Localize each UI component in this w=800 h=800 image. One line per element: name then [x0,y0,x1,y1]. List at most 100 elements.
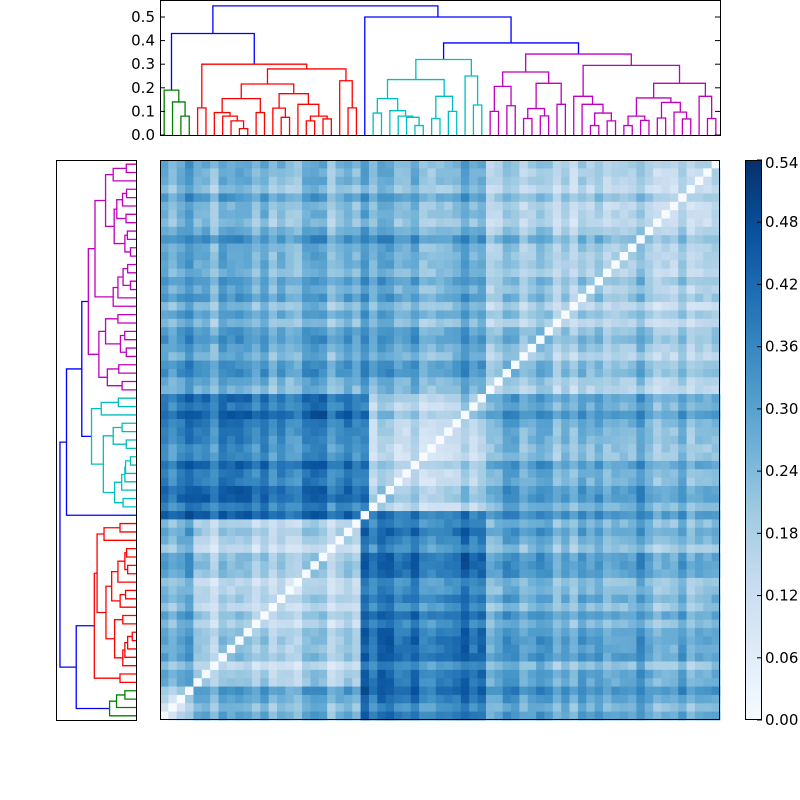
heatmap-cell [377,619,387,629]
heatmap-cell [594,293,604,303]
dendrogram-link [104,318,121,345]
heatmap-cell [285,335,295,345]
heatmap-cell [226,511,236,520]
heatmap-cell [686,235,696,244]
heatmap-cell [619,285,629,295]
heatmap-cell [251,511,261,520]
heatmap-cell [394,410,403,420]
heatmap-cell [327,477,336,487]
heatmap-cell [694,619,704,629]
heatmap-cell [193,611,203,621]
heatmap-cell [628,452,637,462]
heatmap-cell [168,360,178,370]
heatmap-cell [711,394,721,403]
dendrogram-link [125,188,136,199]
heatmap-cell [686,218,696,228]
heatmap-cell [569,235,579,244]
heatmap-cell [594,193,604,203]
heatmap-cell [160,368,169,378]
heatmap-cell [285,678,295,687]
heatmap-cell [460,176,470,186]
heatmap-cell [577,160,587,169]
heatmap-cell [628,561,637,570]
heatmap-cell [494,435,504,445]
heatmap-cell [452,160,462,169]
heatmap-cell [544,653,554,662]
heatmap-cell [201,260,211,270]
heatmap-cell [160,569,169,579]
heatmap-cell [527,268,537,278]
heatmap-cell [343,494,353,504]
heatmap-cell [402,703,412,713]
heatmap-cell [602,711,612,721]
dendrogram-link [556,103,567,135]
heatmap-cell [694,185,704,194]
heatmap-cell [594,494,604,504]
heatmap-cell [243,444,253,453]
heatmap-cell [435,552,445,562]
heatmap-cell [544,644,554,654]
heatmap-cell [210,193,219,203]
heatmap-cell [527,602,537,612]
heatmap-cell [644,327,654,336]
heatmap-cell [569,485,579,495]
heatmap-cell [251,678,261,687]
heatmap-cell [368,394,378,403]
heatmap-cell [160,477,169,487]
heatmap-cell [519,678,529,687]
heatmap-cell [335,235,345,244]
heatmap-cell [293,310,303,320]
heatmap-cell [519,653,529,662]
heatmap-cell [661,318,671,328]
heatmap-cell [552,410,562,420]
heatmap-cell [201,636,211,646]
heatmap-cell [686,327,696,336]
heatmap-cell [185,360,194,370]
heatmap-cell [452,477,462,487]
heatmap-cell [661,527,671,537]
heatmap-cell [419,711,428,721]
heatmap-cell [628,586,637,596]
heatmap-cell [243,193,253,203]
heatmap-cell [335,168,345,178]
heatmap-cell [419,335,428,345]
heatmap-cell [427,402,437,412]
heatmap-cell [527,694,537,704]
heatmap-cell [385,552,395,562]
heatmap-cell [235,611,244,621]
heatmap-cell [561,335,570,345]
heatmap-cell [251,494,261,504]
heatmap-cell [435,360,445,370]
heatmap-cell [686,427,696,437]
heatmap-cell [394,226,403,236]
heatmap-cell [527,611,537,621]
heatmap-cell [302,586,311,596]
heatmap-cell [260,653,270,662]
heatmap-cell [644,469,654,479]
heatmap-cell [427,628,437,637]
heatmap-cell [210,201,219,211]
heatmap-cell [226,678,236,687]
heatmap-cell [277,636,286,646]
heatmap-cell [527,686,537,696]
heatmap-cell [661,185,671,194]
heatmap-cell [511,502,520,512]
heatmap-cell [694,711,704,721]
heatmap-cell [536,285,545,295]
heatmap-cell [377,377,387,387]
heatmap-cell [527,318,537,328]
heatmap-cell [168,243,178,253]
heatmap-cell [711,260,721,270]
heatmap-cell [444,519,453,529]
dendrogram-link [489,110,500,135]
heatmap-cell [176,703,186,713]
heatmap-cell [577,260,587,270]
heatmap-cell [394,477,403,487]
heatmap-cell [302,552,311,562]
heatmap-cell [210,302,219,311]
heatmap-cell [544,410,554,420]
heatmap-cell [636,502,646,512]
heatmap-cell [368,435,378,445]
heatmap-cell [586,285,596,295]
heatmap-cell [251,327,261,336]
